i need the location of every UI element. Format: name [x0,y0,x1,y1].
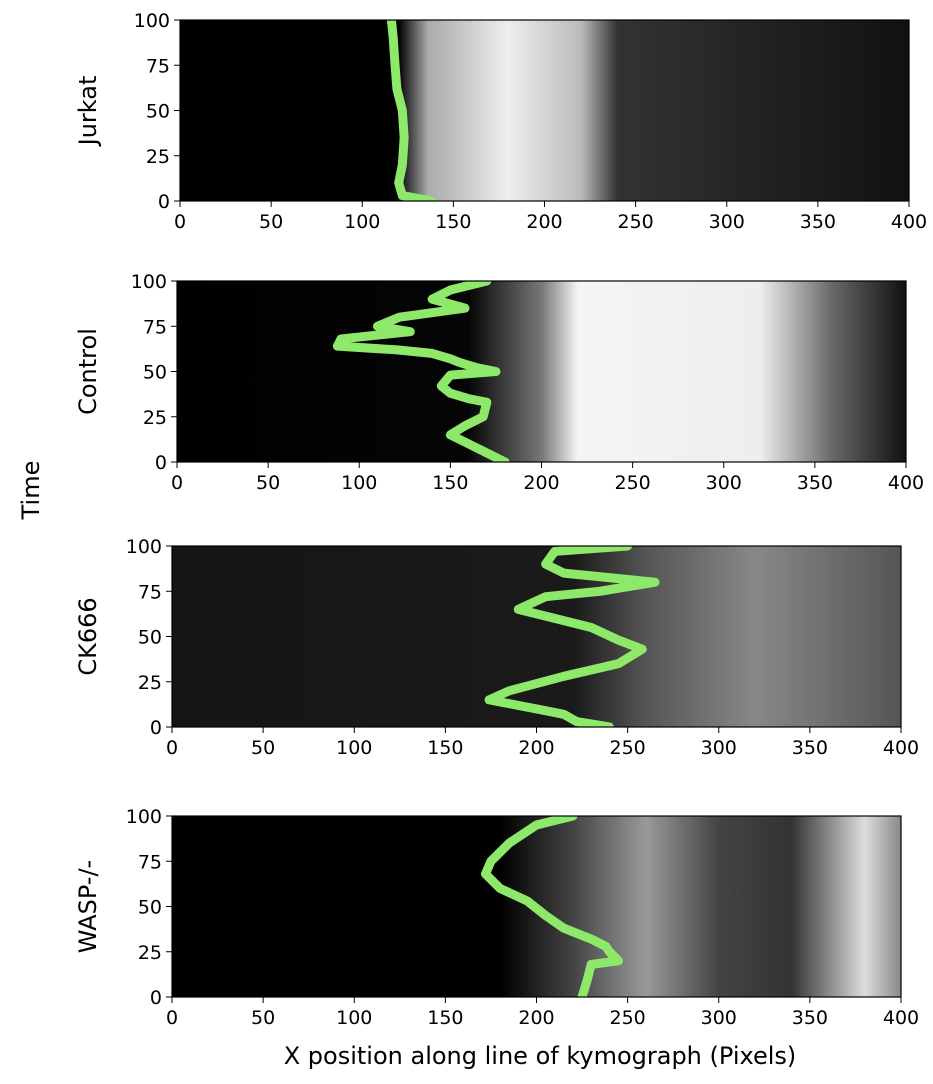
x-tick-label: 400 [891,211,927,233]
x-tick-label: 150 [427,737,463,759]
x-tick-label: 350 [797,472,833,494]
x-tick-label: 200 [523,472,559,494]
x-tick-label: 300 [701,1007,737,1029]
x-tick-label: 0 [166,737,178,759]
x-tick-label: 0 [171,472,183,494]
y-tick-label: 0 [150,987,162,1009]
x-tick-label: 0 [174,211,186,233]
x-tick-label: 400 [888,472,924,494]
x-tick-label: 100 [344,211,380,233]
x-tick-label: 400 [883,1007,919,1029]
x-tick-label: 150 [435,211,471,233]
y-tick-label: 50 [143,362,167,384]
y-tick-label: 75 [146,55,170,77]
y-axis-label: WASP-/- [74,860,102,953]
y-tick-label: 25 [146,146,170,168]
x-tick-label: 200 [526,211,562,233]
x-tick-label: 400 [883,737,919,759]
y-tick-label: 100 [134,10,170,32]
x-tick-label: 150 [427,1007,463,1029]
y-axis-label: CK666 [74,597,102,675]
panel: 0 50 100 150 200 250 300 350 400 0 25 50 75 100 Contro… [74,271,924,494]
y-tick-label: 50 [146,101,170,123]
y-tick-label: 50 [138,897,162,919]
x-tick-label: 50 [256,472,280,494]
x-tick-label: 100 [336,1007,372,1029]
y-tick-label: 100 [131,271,167,293]
x-tick-label: 50 [259,211,283,233]
x-tick-label: 350 [792,1007,828,1029]
x-tick-label: 250 [617,211,653,233]
y-tick-label: 75 [143,316,167,338]
y-tick-label: 0 [158,191,170,213]
panel: 0 50 100 150 200 250 300 350 400 0 25 50 75 100 CK666 [74,536,919,759]
trace-line [480,816,624,997]
x-tick-label: 350 [792,737,828,759]
y-axis-label: Control [74,328,102,415]
kymograph-image [177,281,906,462]
x-tick-label: 50 [251,1007,275,1029]
x-tick-label: 350 [800,211,836,233]
y-tick-label: 25 [138,942,162,964]
x-tick-label: 50 [251,737,275,759]
trace-line [386,20,437,201]
x-tick-label: 250 [609,737,645,759]
kymograph-image [180,20,909,201]
y-tick-label: 25 [143,407,167,429]
figure-x-label: X position along line of kymograph (Pixe… [284,1042,797,1070]
x-tick-label: 200 [518,1007,554,1029]
x-tick-label: 300 [709,211,745,233]
x-tick-label: 0 [166,1007,178,1029]
y-tick-label: 75 [138,581,162,603]
y-tick-label: 100 [126,536,162,558]
y-tick-label: 0 [150,717,162,739]
y-tick-label: 0 [155,452,167,474]
figure-y-label: Time [17,461,45,521]
panel: 0 50 100 150 200 250 300 350 400 0 25 50 75 100 Jurkat [74,10,927,233]
x-tick-label: 200 [518,737,554,759]
x-tick-label: 100 [336,737,372,759]
x-tick-label: 150 [432,472,468,494]
y-tick-label: 50 [138,627,162,649]
x-tick-label: 100 [341,472,377,494]
x-tick-label: 300 [706,472,742,494]
x-tick-label: 250 [609,1007,645,1029]
y-tick-label: 75 [138,851,162,873]
x-tick-label: 300 [701,737,737,759]
trace-line [332,281,510,462]
kymograph-image [172,546,901,727]
y-tick-label: 100 [126,806,162,828]
x-tick-label: 250 [614,472,650,494]
panel: 0 50 100 150 200 250 300 350 400 0 25 50 75 100 WASP-/… [74,806,919,1029]
trace-line [484,546,660,727]
y-axis-label: Jurkat [74,76,102,148]
y-tick-label: 25 [138,672,162,694]
